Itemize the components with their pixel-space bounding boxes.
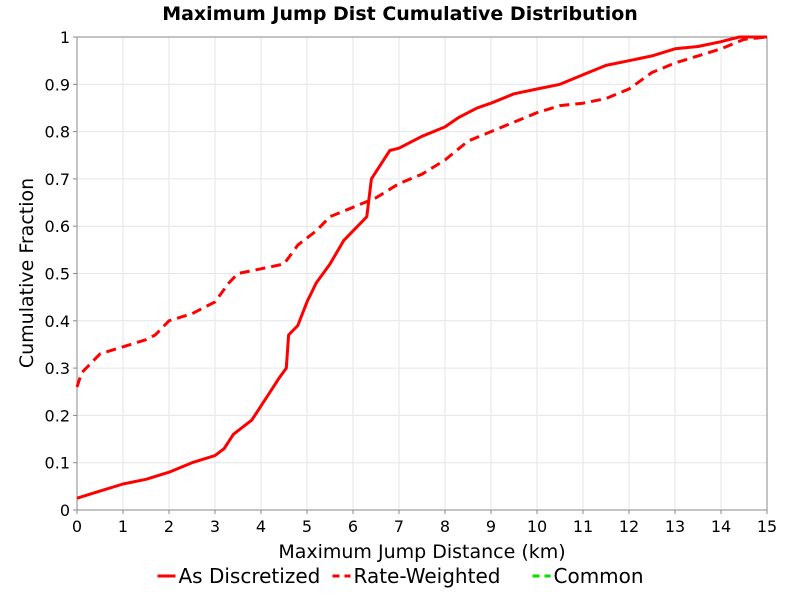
y-tick-label: 0.3	[45, 359, 70, 378]
x-tick-label: 13	[665, 517, 685, 536]
y-tick-label: 0.9	[45, 75, 70, 94]
y-tick-label: 0.5	[45, 265, 70, 284]
x-axis-label: Maximum Jump Distance (km)	[278, 541, 565, 563]
x-tick-label: 8	[440, 517, 450, 536]
y-tick-label: 0.4	[45, 312, 70, 331]
chart-title: Maximum Jump Dist Cumulative Distributio…	[162, 3, 638, 25]
x-tick-label: 10	[527, 517, 547, 536]
y-axis-label: Cumulative Fraction	[16, 178, 38, 368]
y-tick-label: 0.6	[45, 217, 70, 236]
x-ticks: 0 1 2 3 4 5 6 7 8 9 10 11 12 13 14 15	[72, 510, 777, 536]
x-tick-label: 1	[118, 517, 128, 536]
y-tick-label: 0	[60, 501, 70, 520]
x-tick-label: 15	[757, 517, 777, 536]
x-tick-label: 4	[256, 517, 266, 536]
y-tick-label: 0.1	[45, 454, 70, 473]
y-tick-label: 1	[60, 28, 70, 47]
legend-label: As Discretized	[179, 564, 321, 588]
y-tick-label: 0.2	[45, 406, 70, 425]
x-tick-label: 12	[619, 517, 639, 536]
x-tick-label: 3	[210, 517, 220, 536]
y-tick-label: 0.8	[45, 123, 70, 142]
legend-label: Common	[554, 564, 644, 588]
legend-item: As Discretized	[157, 564, 321, 588]
y-tick-label: 0.7	[45, 170, 70, 189]
x-tick-label: 14	[711, 517, 731, 536]
y-ticks: 0 0.1 0.2 0.3 0.4 0.5 0.6 0.7 0.8 0.9 1	[45, 28, 77, 520]
x-tick-label: 7	[394, 517, 404, 536]
legend: As Discretized Rate-Weighted Common	[157, 564, 644, 588]
x-tick-label: 9	[486, 517, 496, 536]
x-tick-label: 0	[72, 517, 82, 536]
grid	[76, 36, 768, 511]
series-layer	[75, 35, 768, 500]
x-tick-label: 11	[573, 517, 593, 536]
legend-item: Common	[532, 564, 644, 588]
series-line-rate-weighted	[75, 35, 768, 388]
legend-label: Rate-Weighted	[354, 564, 501, 588]
x-tick-label: 6	[348, 517, 358, 536]
legend-item: Rate-Weighted	[332, 564, 501, 588]
series-line-as-discretized	[76, 35, 767, 500]
x-tick-label: 2	[164, 517, 174, 536]
x-tick-label: 5	[302, 517, 312, 536]
